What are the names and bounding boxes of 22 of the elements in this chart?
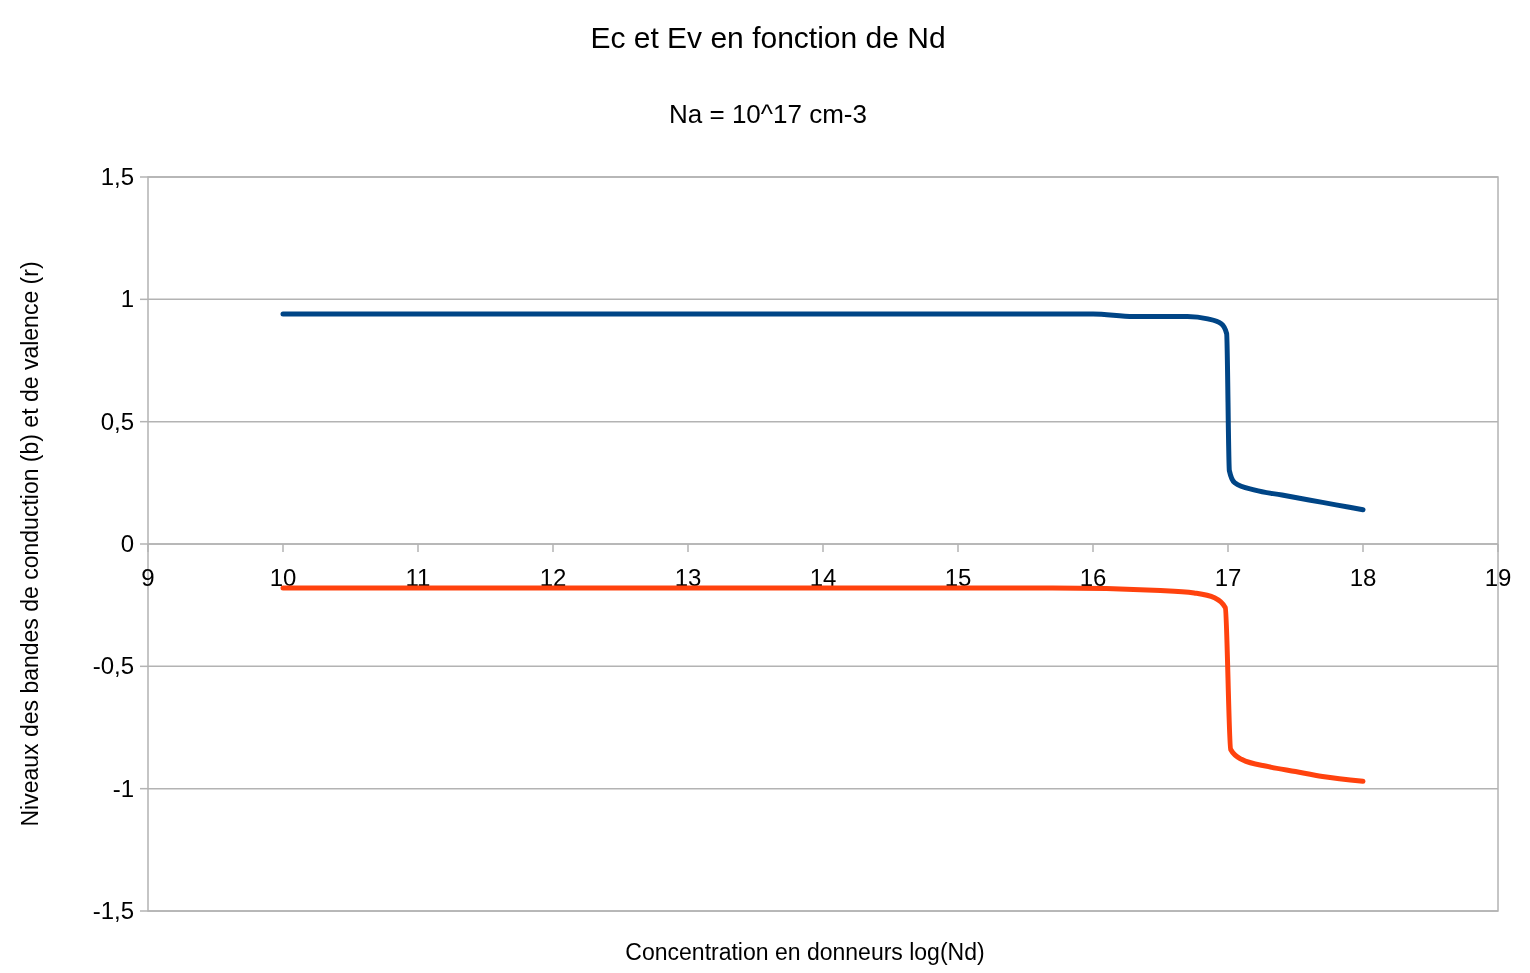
x-tick-label: 14	[809, 564, 837, 591]
x-tick-label: 9	[141, 564, 155, 591]
y-tick-label: -0,5	[92, 652, 134, 680]
x-tick-label: 16	[1079, 564, 1107, 591]
y-tick-label: 1	[120, 285, 134, 313]
y-tick-label: 1,5	[100, 163, 134, 190]
x-tick-label: 13	[674, 564, 702, 591]
x-tick-label: 12	[539, 564, 567, 591]
x-tick-label: 19	[1484, 564, 1512, 591]
x-tick-label: 15	[944, 564, 972, 591]
y-tick-label: 0	[120, 530, 134, 557]
chart-title: Ec et Ev en fonction de Nd	[590, 21, 946, 54]
y-tick-label: 0,5	[100, 407, 134, 435]
x-tick-label: 17	[1214, 564, 1242, 591]
x-axis-title: Concentration en donneurs log(Nd)	[625, 939, 985, 965]
y-tick-label: -1	[112, 774, 134, 802]
y-tick-label: -1,5	[92, 897, 134, 924]
y-axis-title: Niveaux des bandes de conduction (b) et de valence (r)	[17, 261, 43, 827]
x-tick-label: 11	[405, 564, 431, 591]
chart-subtitle: Na = 10^17 cm-3	[669, 99, 867, 129]
x-tick-label: 10	[269, 564, 297, 591]
x-tick-label: 18	[1349, 564, 1377, 591]
